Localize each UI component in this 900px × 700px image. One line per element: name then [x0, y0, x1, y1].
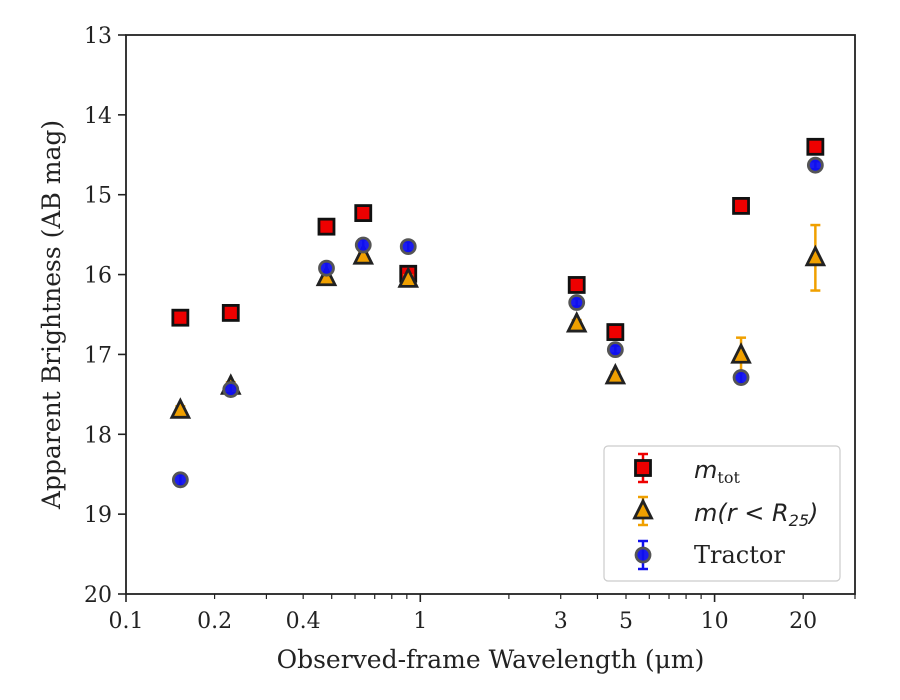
tractor-point [399, 238, 417, 256]
x-tick-label: 0.2 [197, 609, 232, 634]
x-tick-label: 10 [701, 609, 729, 634]
x-tick-label: 0.4 [286, 609, 321, 634]
legend-box [603, 445, 841, 582]
mr25-point [730, 342, 752, 364]
x-tick-label: 20 [789, 609, 817, 634]
y-tick-label: 18 [84, 423, 112, 448]
x-axis-label: Observed-frame Wavelength (μm) [277, 645, 705, 674]
legend-symbol-mr25 [632, 495, 654, 527]
tractor-point [171, 471, 189, 489]
legend-mr25-sub: 25 [789, 511, 809, 530]
mtot-point [606, 323, 625, 341]
legend: mtot m(r < R25) Tractor [603, 445, 841, 582]
legend-symbol-tractor [634, 539, 652, 571]
series-mtot [171, 137, 825, 341]
tractor-point [318, 259, 335, 277]
mtot-point [354, 204, 373, 222]
series-tractor [171, 156, 824, 489]
legend-mtot-sub: tot [717, 468, 740, 487]
mr25-point [397, 266, 420, 288]
x-tick-label: 0.1 [109, 609, 144, 634]
mr25-point [352, 243, 375, 265]
x-tick-label: 3 [554, 609, 568, 634]
data-points [169, 137, 827, 489]
tractor-point [606, 341, 624, 359]
x-tick-label: 1 [413, 609, 427, 634]
legend-entry-tractor: Tractor [694, 541, 785, 569]
y-tick-label: 13 [84, 24, 112, 49]
legend-mtot-marker [634, 459, 652, 477]
legend-mr25-tail: ) [807, 499, 818, 527]
tractor-point [222, 381, 240, 398]
mr25-point [565, 310, 588, 333]
y-axis-ticks: 13 14 15 16 17 18 19 20 [84, 24, 126, 608]
tractor-point [354, 236, 372, 254]
legend-mr25-main: m(r < R [694, 499, 789, 527]
plot-axes [125, 34, 856, 595]
y-tick-label: 20 [84, 583, 112, 608]
y-tick-label: 15 [84, 184, 112, 209]
legend-entry-mtot: mtot [694, 456, 740, 487]
mtot-point [171, 308, 190, 327]
legend-tractor-marker [634, 546, 652, 564]
legend-mtot-main: m [694, 456, 717, 484]
y-tick-label: 19 [84, 503, 112, 528]
mr25-point [604, 362, 627, 385]
y-tick-label: 17 [84, 343, 112, 368]
mtot-point [567, 276, 586, 294]
mtot-point [732, 196, 750, 215]
x-tick-label: 5 [619, 609, 633, 634]
tractor-point [732, 369, 750, 386]
y-tick-label: 16 [84, 264, 112, 289]
tractor-point [806, 156, 824, 174]
tractor-point [568, 294, 586, 311]
mtot-point [317, 217, 336, 236]
x-axis-ticks: 0.1 0.2 0.4 1 3 5 10 20 [109, 594, 856, 634]
y-axis-label: Apparent Brightness (AB mag) [37, 120, 66, 510]
mtot-point [221, 304, 240, 322]
legend-mr25-marker [632, 497, 654, 520]
y-tick-label: 14 [84, 104, 112, 129]
mtot-point [806, 137, 825, 156]
legend-symbol-mtot [634, 452, 652, 484]
plot-frame [125, 34, 856, 595]
legend-entry-mr25: m(r < R25) [694, 499, 818, 530]
mr25-point [169, 397, 192, 419]
series-mr25 [169, 223, 827, 419]
mr25-point [804, 244, 827, 267]
